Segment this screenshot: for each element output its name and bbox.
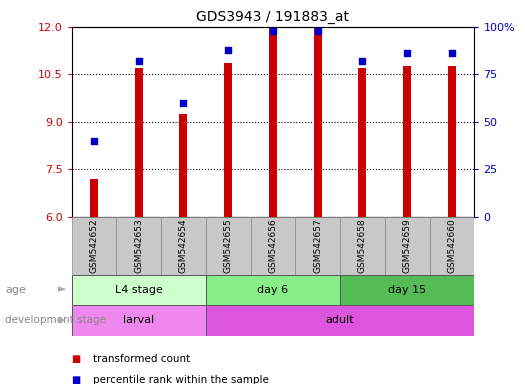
Point bbox=[135, 58, 143, 64]
Text: larval: larval bbox=[123, 315, 154, 325]
Point bbox=[90, 138, 98, 144]
Point bbox=[179, 100, 188, 106]
Text: GSM542652: GSM542652 bbox=[90, 218, 99, 273]
Text: age: age bbox=[5, 285, 26, 295]
FancyBboxPatch shape bbox=[206, 275, 340, 305]
FancyBboxPatch shape bbox=[251, 217, 295, 275]
Bar bbox=[448, 66, 456, 217]
FancyBboxPatch shape bbox=[340, 217, 385, 275]
FancyBboxPatch shape bbox=[385, 217, 430, 275]
Bar bbox=[358, 68, 366, 217]
FancyBboxPatch shape bbox=[206, 305, 474, 336]
Point bbox=[224, 46, 233, 53]
Bar bbox=[90, 179, 98, 217]
FancyBboxPatch shape bbox=[72, 217, 116, 275]
Text: GSM542658: GSM542658 bbox=[358, 218, 367, 273]
Text: ■: ■ bbox=[72, 354, 81, 364]
Text: L4 stage: L4 stage bbox=[115, 285, 163, 295]
Text: GSM542653: GSM542653 bbox=[134, 218, 143, 273]
Point bbox=[313, 28, 322, 34]
Text: day 6: day 6 bbox=[258, 285, 288, 295]
FancyBboxPatch shape bbox=[206, 217, 251, 275]
Bar bbox=[180, 114, 188, 217]
FancyBboxPatch shape bbox=[340, 275, 474, 305]
Text: GSM542654: GSM542654 bbox=[179, 218, 188, 273]
Text: ►: ► bbox=[58, 315, 66, 325]
Title: GDS3943 / 191883_at: GDS3943 / 191883_at bbox=[197, 10, 349, 25]
FancyBboxPatch shape bbox=[295, 217, 340, 275]
FancyBboxPatch shape bbox=[72, 275, 206, 305]
Text: GSM542660: GSM542660 bbox=[447, 218, 456, 273]
Bar bbox=[269, 28, 277, 217]
Point bbox=[358, 58, 367, 64]
Point bbox=[269, 28, 277, 34]
Text: GSM542657: GSM542657 bbox=[313, 218, 322, 273]
Text: ►: ► bbox=[58, 285, 66, 295]
FancyBboxPatch shape bbox=[72, 305, 206, 336]
Text: day 15: day 15 bbox=[388, 285, 426, 295]
Bar bbox=[224, 63, 232, 217]
Point bbox=[403, 50, 411, 56]
Text: adult: adult bbox=[326, 315, 355, 325]
Point bbox=[448, 50, 456, 56]
Bar bbox=[135, 68, 143, 217]
Text: transformed count: transformed count bbox=[93, 354, 190, 364]
FancyBboxPatch shape bbox=[430, 217, 474, 275]
Bar bbox=[314, 28, 322, 217]
Text: ■: ■ bbox=[72, 375, 81, 384]
Text: development stage: development stage bbox=[5, 315, 107, 325]
Bar bbox=[403, 66, 411, 217]
Text: GSM542659: GSM542659 bbox=[403, 218, 412, 273]
FancyBboxPatch shape bbox=[116, 217, 161, 275]
FancyBboxPatch shape bbox=[161, 217, 206, 275]
Text: GSM542656: GSM542656 bbox=[269, 218, 277, 273]
Text: GSM542655: GSM542655 bbox=[224, 218, 233, 273]
Text: percentile rank within the sample: percentile rank within the sample bbox=[93, 375, 269, 384]
